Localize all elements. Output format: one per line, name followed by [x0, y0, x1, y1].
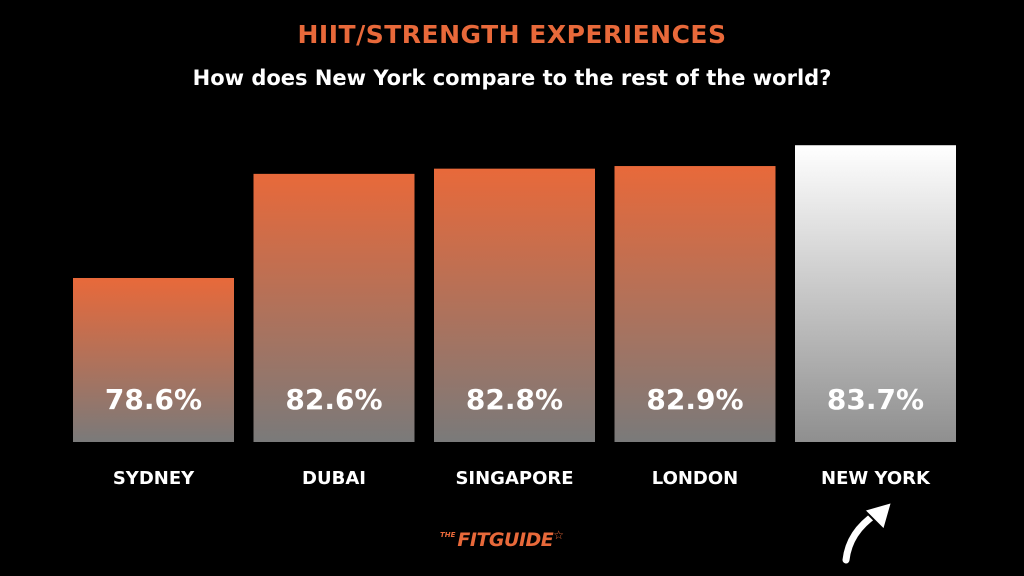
category-label: DUBAI — [302, 468, 366, 489]
data-label: 82.8% — [466, 383, 563, 416]
data-label: 83.7% — [827, 383, 924, 416]
logo-text-small: THE — [440, 531, 456, 539]
bar-london — [614, 166, 776, 442]
star-icon: ☆ — [553, 528, 565, 542]
curved-arrow-up-icon — [840, 500, 894, 566]
category-label: LONDON — [652, 468, 739, 489]
category-label: SYDNEY — [113, 468, 195, 489]
data-label: 82.9% — [646, 383, 743, 416]
logo-text: FITGUIDE — [457, 529, 554, 551]
bar-sydney — [73, 277, 234, 442]
category-label: SINGAPORE — [455, 468, 573, 489]
data-label: 82.6% — [285, 383, 382, 416]
fitguide-logo: THE FITGUIDE☆ — [440, 528, 590, 551]
bar-dubai — [253, 173, 415, 442]
bar-new-york — [795, 145, 956, 442]
category-label: NEW YORK — [821, 468, 931, 489]
chart-title: HIIT/STRENGTH EXPERIENCES — [297, 20, 727, 49]
chart-subtitle: How does New York compare to the rest of… — [192, 66, 832, 90]
bar-singapore — [434, 168, 595, 442]
data-label: 78.6% — [105, 383, 202, 416]
